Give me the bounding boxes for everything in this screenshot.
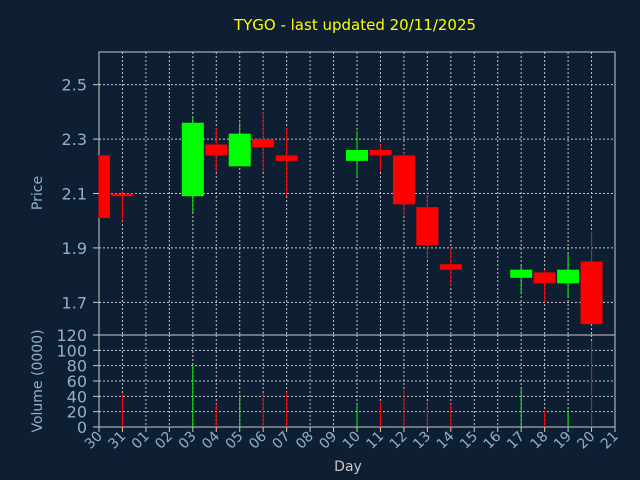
candle-body: [392, 155, 415, 205]
day-tick-label: 03: [176, 429, 200, 453]
volume-tick-label: 120: [56, 326, 87, 345]
candle-body: [275, 155, 298, 161]
volume-tick-label: 100: [56, 341, 87, 360]
x-axis-label: Day: [334, 459, 362, 475]
volume-bars: [121, 341, 593, 427]
day-tick-label: 19: [551, 429, 575, 453]
day-tick-label: 06: [246, 428, 270, 452]
day-tick-label: 10: [340, 429, 364, 453]
candle-body: [181, 122, 204, 197]
day-tick-label: 14: [434, 428, 458, 452]
day-tick-label: 09: [316, 429, 340, 453]
price-candles: [98, 111, 603, 325]
price-tick-label: 2.1: [62, 185, 87, 204]
candle-body: [205, 144, 228, 156]
volume-tick-label: 60: [67, 372, 87, 391]
candle-body: [533, 272, 556, 284]
day-tick-label: 16: [481, 428, 505, 452]
day-tick-labels: 30 31 01 02 03 04 05 06 07 08 09 10 11 12 13 14 15 16 17 18…: [82, 427, 622, 452]
candle-body: [252, 139, 275, 148]
day-tick-label: 12: [387, 429, 411, 453]
volume-tick-label: 40: [67, 387, 87, 406]
day-tick-label: 31: [105, 429, 129, 453]
candle-body: [439, 264, 462, 270]
candle-body: [580, 261, 603, 325]
day-tick-label: 20: [574, 429, 598, 453]
chart-title: TYGO - last updated 20/11/2025: [233, 16, 476, 34]
price-tick-label: 2.5: [62, 76, 87, 95]
day-tick-label: 01: [129, 429, 153, 453]
day-tick-label: 08: [293, 429, 317, 453]
candle-body: [416, 207, 439, 246]
day-tick-label: 15: [457, 429, 481, 453]
candle-body: [99, 155, 110, 218]
day-tick-label: 07: [270, 429, 294, 453]
day-tick-label: 13: [410, 429, 434, 453]
day-tick-label: 21: [598, 429, 622, 453]
candle-body: [111, 193, 134, 197]
price-tick-label: 1.7: [62, 293, 87, 312]
volume-axis-label: Volume (0000): [30, 329, 46, 432]
day-tick-label: 05: [223, 429, 247, 453]
candle-body: [228, 133, 251, 167]
price-grid: [99, 52, 615, 335]
day-tick-label: 04: [199, 428, 223, 452]
price-tick-label: 1.9: [62, 239, 87, 258]
price-axis-label: Price: [30, 176, 46, 210]
volume-tick-label: 0: [77, 418, 87, 437]
day-tick-label: 02: [152, 429, 176, 453]
day-tick-label: 11: [363, 429, 387, 453]
candle-body: [346, 149, 368, 161]
volume-tick-label: 80: [67, 357, 87, 376]
candle-body: [369, 149, 392, 156]
candle-body: [557, 269, 580, 284]
day-tick-label: 18: [528, 429, 552, 453]
volume-tick-label: 20: [67, 403, 87, 422]
price-tick-labels: 1.7 1.9 2.1 2.3 2.5: [62, 76, 99, 312]
day-tick-label: 17: [504, 429, 528, 453]
price-tick-label: 2.3: [62, 130, 87, 149]
candle-body: [510, 269, 533, 278]
